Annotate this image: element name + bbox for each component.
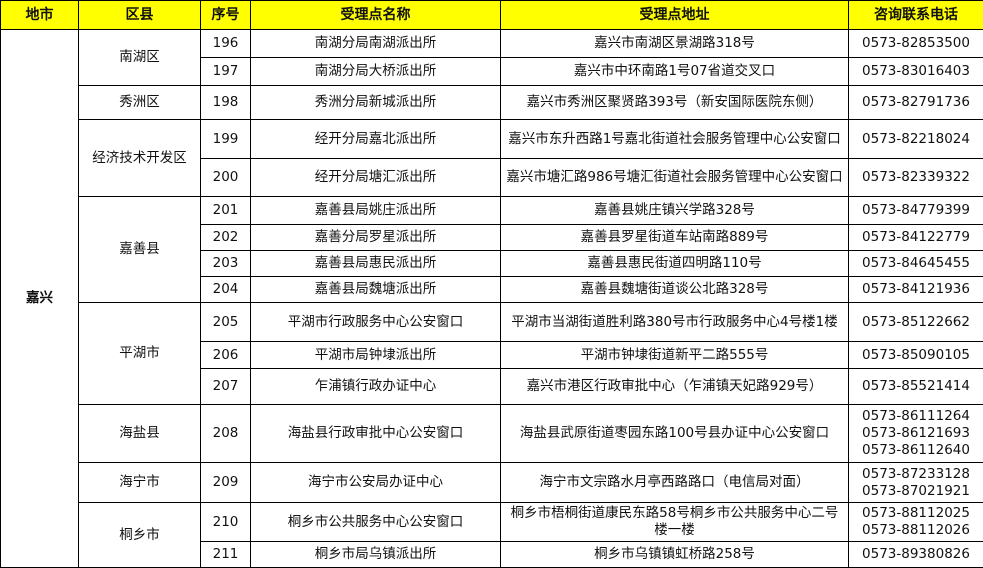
name-cell: 嘉善分局罗星派出所	[251, 225, 501, 251]
name-cell: 南湖分局南湖派出所	[251, 30, 501, 58]
phone-cell: 0573-84645455	[849, 251, 983, 277]
header-address: 受理点地址	[501, 1, 849, 30]
number-cell: 207	[201, 369, 251, 405]
address-cell: 平湖市钟埭街道新平二路555号	[501, 342, 849, 369]
number-cell: 208	[201, 405, 251, 463]
address-cell: 嘉兴市中环南路1号07省道交叉口	[501, 58, 849, 86]
district-cell: 海盐县	[79, 405, 201, 463]
district-cell: 秀洲区	[79, 86, 201, 120]
district-cell: 嘉善县	[79, 197, 201, 303]
address-cell: 嘉善县魏塘街道谈公北路328号	[501, 277, 849, 303]
name-cell: 乍浦镇行政办证中心	[251, 369, 501, 405]
header-name: 受理点名称	[251, 1, 501, 30]
address-cell: 嘉善县姚庄镇兴学路328号	[501, 197, 849, 225]
address-cell: 桐乡市乌镇镇虹桥路258号	[501, 542, 849, 568]
phone-cell: 0573-88112025 0573-88112026	[849, 503, 983, 542]
name-cell: 秀洲分局新城派出所	[251, 86, 501, 120]
address-cell: 桐乡市梧桐街道康民东路58号桐乡市公共服务中心二号楼一楼	[501, 503, 849, 542]
header-city: 地市	[1, 1, 79, 30]
header-row: 地市区县序号受理点名称受理点地址咨询联系电话	[1, 1, 983, 30]
name-cell: 平湖市局钟埭派出所	[251, 342, 501, 369]
number-cell: 209	[201, 463, 251, 503]
number-cell: 211	[201, 542, 251, 568]
phone-cell: 0573-84121936	[849, 277, 983, 303]
phone-cell: 0573-82218024	[849, 120, 983, 159]
name-cell: 桐乡市局乌镇派出所	[251, 542, 501, 568]
phone-cell: 0573-85090105	[849, 342, 983, 369]
city-cell: 嘉兴	[1, 30, 79, 568]
address-cell: 海盐县武原街道枣园东路100号县办证中心公安窗口	[501, 405, 849, 463]
district-cell: 海宁市	[79, 463, 201, 503]
district-cell: 经济技术开发区	[79, 120, 201, 197]
address-cell: 嘉兴市秀洲区聚贤路393号（新安国际医院东侧）	[501, 86, 849, 120]
address-cell: 嘉兴市南湖区景湖路318号	[501, 30, 849, 58]
phone-cell: 0573-85122662	[849, 303, 983, 342]
header-district: 区县	[79, 1, 201, 30]
number-cell: 206	[201, 342, 251, 369]
number-cell: 201	[201, 197, 251, 225]
number-cell: 199	[201, 120, 251, 159]
district-cell: 桐乡市	[79, 503, 201, 568]
number-cell: 197	[201, 58, 251, 86]
phone-cell: 0573-86111264 0573-86121693 0573-8611264…	[849, 405, 983, 463]
name-cell: 经开分局塘汇派出所	[251, 159, 501, 197]
phone-cell: 0573-87233128 0573-87021921	[849, 463, 983, 503]
phone-cell: 0573-82853500	[849, 30, 983, 58]
phone-cell: 0573-85521414	[849, 369, 983, 405]
header-number: 序号	[201, 1, 251, 30]
phone-cell: 0573-82791736	[849, 86, 983, 120]
name-cell: 桐乡市公共服务中心公安窗口	[251, 503, 501, 542]
name-cell: 海盐县行政审批中心公安窗口	[251, 405, 501, 463]
name-cell: 海宁市公安局办证中心	[251, 463, 501, 503]
phone-cell: 0573-84122779	[849, 225, 983, 251]
address-cell: 嘉善县罗星街道车站南路889号	[501, 225, 849, 251]
address-cell: 嘉兴市塘汇路986号塘汇街道社会服务管理中心公安窗口	[501, 159, 849, 197]
phone-cell: 0573-89380826	[849, 542, 983, 568]
district-cell: 南湖区	[79, 30, 201, 86]
number-cell: 210	[201, 503, 251, 542]
address-cell: 嘉兴市港区行政审批中心（乍浦镇天妃路929号）	[501, 369, 849, 405]
name-cell: 南湖分局大桥派出所	[251, 58, 501, 86]
address-cell: 嘉善县惠民街道四明路110号	[501, 251, 849, 277]
number-cell: 204	[201, 277, 251, 303]
phone-cell: 0573-84779399	[849, 197, 983, 225]
number-cell: 198	[201, 86, 251, 120]
phone-cell: 0573-83016403	[849, 58, 983, 86]
address-cell: 平湖市当湖街道胜利路380号市行政服务中心4号楼1楼	[501, 303, 849, 342]
name-cell: 嘉善县局惠民派出所	[251, 251, 501, 277]
name-cell: 经开分局嘉北派出所	[251, 120, 501, 159]
district-cell: 平湖市	[79, 303, 201, 405]
number-cell: 205	[201, 303, 251, 342]
number-cell: 200	[201, 159, 251, 197]
address-cell: 嘉兴市东升西路1号嘉北街道社会服务管理中心公安窗口	[501, 120, 849, 159]
number-cell: 202	[201, 225, 251, 251]
phone-cell: 0573-82339322	[849, 159, 983, 197]
header-phone: 咨询联系电话	[849, 1, 983, 30]
name-cell: 嘉善县局姚庄派出所	[251, 197, 501, 225]
name-cell: 平湖市行政服务中心公安窗口	[251, 303, 501, 342]
number-cell: 203	[201, 251, 251, 277]
name-cell: 嘉善县局魏塘派出所	[251, 277, 501, 303]
address-cell: 海宁市文宗路水月亭西路路口（电信局对面）	[501, 463, 849, 503]
number-cell: 196	[201, 30, 251, 58]
